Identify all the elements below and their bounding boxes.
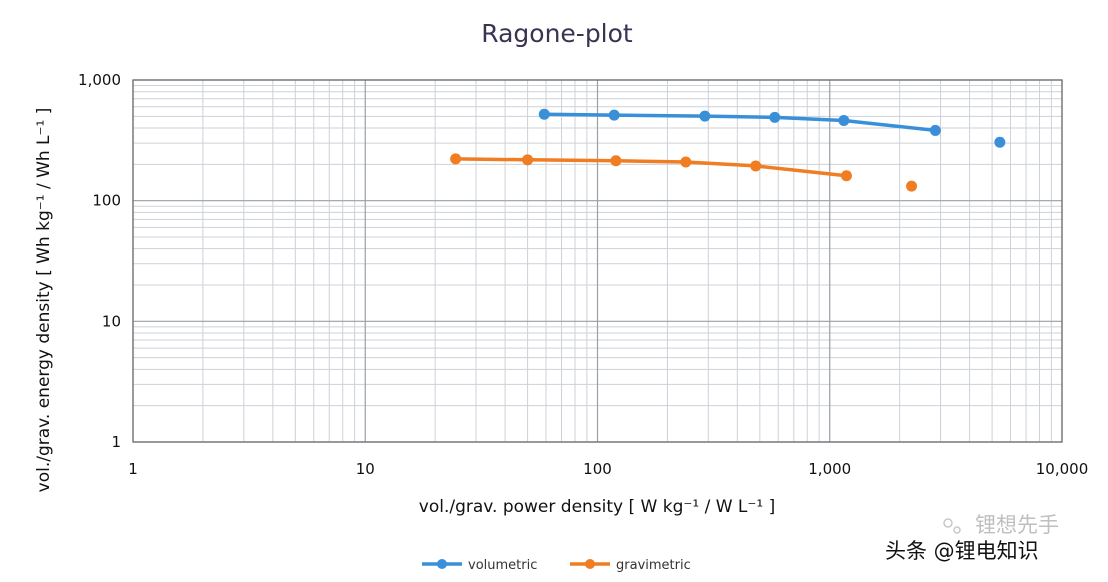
plot-area-frame [132, 79, 1063, 443]
volumetric-data-point [608, 109, 620, 121]
x-axis-label: vol./grav. power density [ W kg⁻¹ / W L⁻… [419, 497, 775, 517]
gravimetric-outlier-point [906, 180, 918, 192]
volumetric-series-line [542, 112, 938, 133]
x-tick-label: 10,000 [1036, 460, 1089, 478]
x-tick-label: 1 [128, 460, 138, 478]
data-series [450, 108, 1006, 192]
gravimetric-data-point [610, 155, 622, 167]
chart-title: Ragone-plot [481, 19, 633, 48]
gravimetric-data-point [840, 170, 852, 182]
x-tick-label: 1,000 [808, 460, 851, 478]
volumetric-outlier-point [994, 136, 1006, 148]
watermark: 锂想先手 头条 @锂电知识 [885, 513, 1059, 563]
y-tick-label: 1 [111, 433, 121, 451]
gravimetric-series-line [453, 157, 849, 178]
y-tick-label: 100 [92, 192, 121, 210]
y-tick-label: 10 [102, 312, 121, 330]
volumetric-data-point [929, 124, 941, 136]
volumetric-data-point [699, 110, 711, 122]
gravimetric-data-point [450, 153, 462, 165]
y-tick-label: 1,000 [78, 71, 121, 89]
watermark-text: 头条 @锂电知识 [885, 539, 1039, 563]
gravimetric-legend-label: gravimetric [616, 558, 691, 573]
volumetric-legend-label: volumetric [468, 558, 537, 573]
x-tick-label: 10 [356, 460, 375, 478]
gravimetric-data-point [680, 156, 692, 168]
volumetric-legend-marker [437, 559, 447, 569]
x-tick-labels: 1 10 100 1,000 10,000 [128, 460, 1088, 478]
volumetric-data-point [838, 114, 850, 126]
volumetric-data-point [538, 108, 550, 120]
legend: volumetric gravimetric [422, 558, 691, 573]
y-axis-label: vol./grav. energy density [ Wh kg⁻¹ / Wh… [34, 108, 54, 493]
y-tick-labels: 1 10 100 1,000 [78, 71, 121, 451]
watermark-logo-icon-small [953, 526, 961, 534]
x-tick-label: 100 [583, 460, 612, 478]
gravimetric-legend-marker [585, 559, 595, 569]
volumetric-data-point [769, 111, 781, 123]
watermark-faint-text: 锂想先手 [975, 513, 1059, 537]
watermark-logo-icon [943, 518, 953, 528]
gravimetric-data-point [522, 154, 534, 166]
gravimetric-data-point [750, 160, 762, 172]
